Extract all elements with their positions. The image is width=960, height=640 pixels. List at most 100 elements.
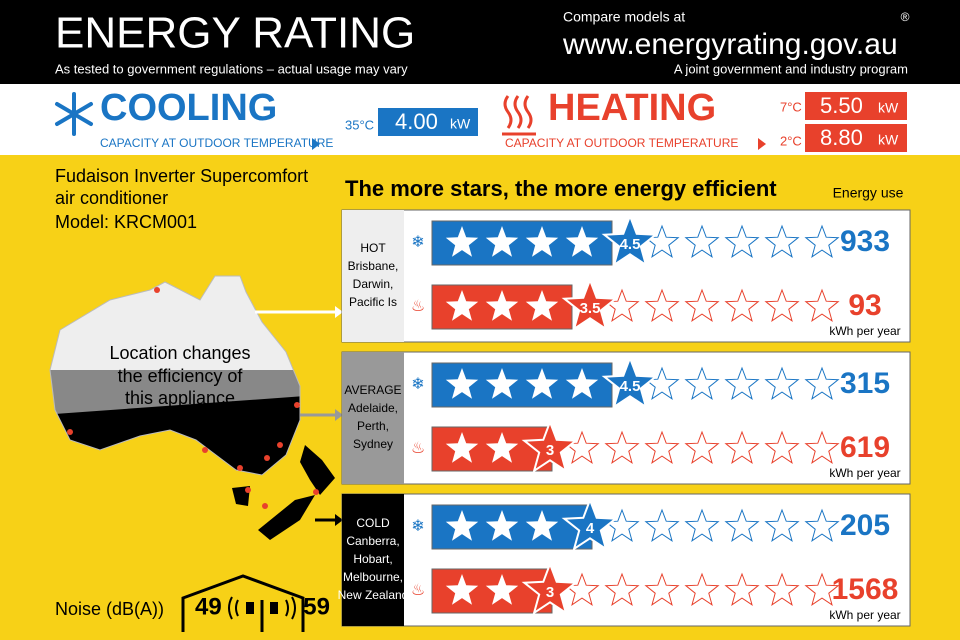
empty-star <box>764 508 800 542</box>
rating-value: 4.5 <box>620 236 641 253</box>
empty-star <box>764 572 800 606</box>
empty-star <box>724 288 760 322</box>
noise-label: Noise (dB(A)) <box>55 599 164 619</box>
filled-star <box>565 368 599 399</box>
empty-star <box>724 224 760 258</box>
product-line: Model: KRCM001 <box>55 212 197 232</box>
zone-arrows <box>255 306 343 526</box>
zone-label: Darwin, <box>353 277 394 291</box>
rating-value: 4.5 <box>620 378 641 395</box>
filled-star <box>445 290 479 321</box>
cooling-note: CAPACITY AT OUTDOOR TEMPERATURE <box>100 136 333 150</box>
filled-star <box>485 290 519 321</box>
heating-icon: ♨ <box>411 440 425 457</box>
empty-star <box>684 224 720 258</box>
empty-star <box>764 366 800 400</box>
title: ENERGY RATING <box>55 9 415 58</box>
rating-badge <box>521 561 579 616</box>
filled-star <box>525 290 559 321</box>
rating-badge <box>521 419 579 474</box>
empty-star <box>684 572 720 606</box>
heating-note: CAPACITY AT OUTDOOR TEMPERATURE <box>505 136 738 150</box>
speaker-icons <box>228 596 296 620</box>
empty-star <box>644 508 680 542</box>
city-dots <box>67 287 319 509</box>
filled-star <box>525 510 559 541</box>
energy-unit: kWh per year <box>829 324 900 338</box>
rating-value: 3.5 <box>580 300 601 317</box>
empty-star <box>764 430 800 464</box>
cooling-value: 4.00 <box>395 109 438 134</box>
heating-energy: 619 <box>840 431 890 464</box>
filled-star <box>525 226 559 257</box>
empty-star <box>804 430 840 464</box>
compare-text: Compare models at <box>563 9 685 25</box>
cooling-icon: ❄ <box>411 234 424 251</box>
rating-badge <box>601 213 659 268</box>
pointer <box>312 138 320 150</box>
house-outline <box>181 574 305 632</box>
star-bar <box>431 426 553 472</box>
capacity-band <box>0 84 960 155</box>
empty-star <box>684 508 720 542</box>
empty-star <box>644 430 680 464</box>
empty-star <box>804 366 840 400</box>
rating-badge <box>601 355 659 410</box>
cooling-label: COOLING <box>100 87 277 129</box>
zone-label: New Zealand <box>338 588 409 602</box>
filled-star <box>445 432 479 463</box>
zone-label: Canberra, <box>346 534 399 548</box>
heating-icon: ♨ <box>411 298 425 315</box>
snowflake-icon <box>55 92 93 136</box>
energy-use-label: Energy use <box>833 185 904 201</box>
zone-label: Brisbane, <box>348 259 399 273</box>
star-bar <box>431 568 553 614</box>
url: www.energyrating.gov.au <box>562 28 898 61</box>
filled-star <box>445 574 479 605</box>
noise-indoor: 49 <box>195 593 222 620</box>
map-note: the efficiency of <box>118 366 244 386</box>
empty-star <box>724 430 760 464</box>
program: A joint government and industry program <box>674 61 908 76</box>
registered-mark: ® <box>901 10 910 24</box>
zone-label: Melbourne, <box>343 570 403 584</box>
rating-value: 3 <box>546 584 554 601</box>
cooling-box <box>378 108 478 136</box>
rating-badge <box>561 277 619 332</box>
filled-star <box>445 226 479 257</box>
heating-temp: 7°C <box>780 99 802 114</box>
cooling-icon: ❄ <box>411 376 424 393</box>
empty-star <box>684 366 720 400</box>
empty-star <box>724 508 760 542</box>
zone-strip <box>342 494 404 626</box>
heating-temp: 2°C <box>780 133 802 148</box>
headline: The more stars, the more energy efficien… <box>345 176 777 201</box>
rating-value: 3 <box>546 442 554 459</box>
filled-star <box>485 574 519 605</box>
empty-star <box>604 572 640 606</box>
heating-energy: 1568 <box>832 573 899 606</box>
pointer <box>758 138 766 150</box>
rating-value: 4 <box>586 520 595 537</box>
zone-box <box>341 493 911 627</box>
empty-star <box>604 430 640 464</box>
filled-star <box>485 226 519 257</box>
cooling-unit: kW <box>450 116 471 132</box>
empty-star <box>724 366 760 400</box>
empty-star <box>804 508 840 542</box>
zone-label: HOT <box>360 241 386 255</box>
heating-energy: 93 <box>848 289 881 322</box>
filled-star <box>485 432 519 463</box>
zone-label: COLD <box>356 516 390 530</box>
new-zealand <box>258 445 335 540</box>
heating-unit: kW <box>878 100 899 116</box>
heating-icon: ♨ <box>411 582 425 599</box>
empty-star <box>644 572 680 606</box>
filled-star <box>525 368 559 399</box>
empty-star <box>804 572 840 606</box>
heating-unit: kW <box>878 132 899 148</box>
cooling-temp: 35°C <box>345 117 374 132</box>
empty-star <box>684 288 720 322</box>
subtitle: As tested to government regulations – ac… <box>55 61 408 76</box>
empty-star <box>804 224 840 258</box>
